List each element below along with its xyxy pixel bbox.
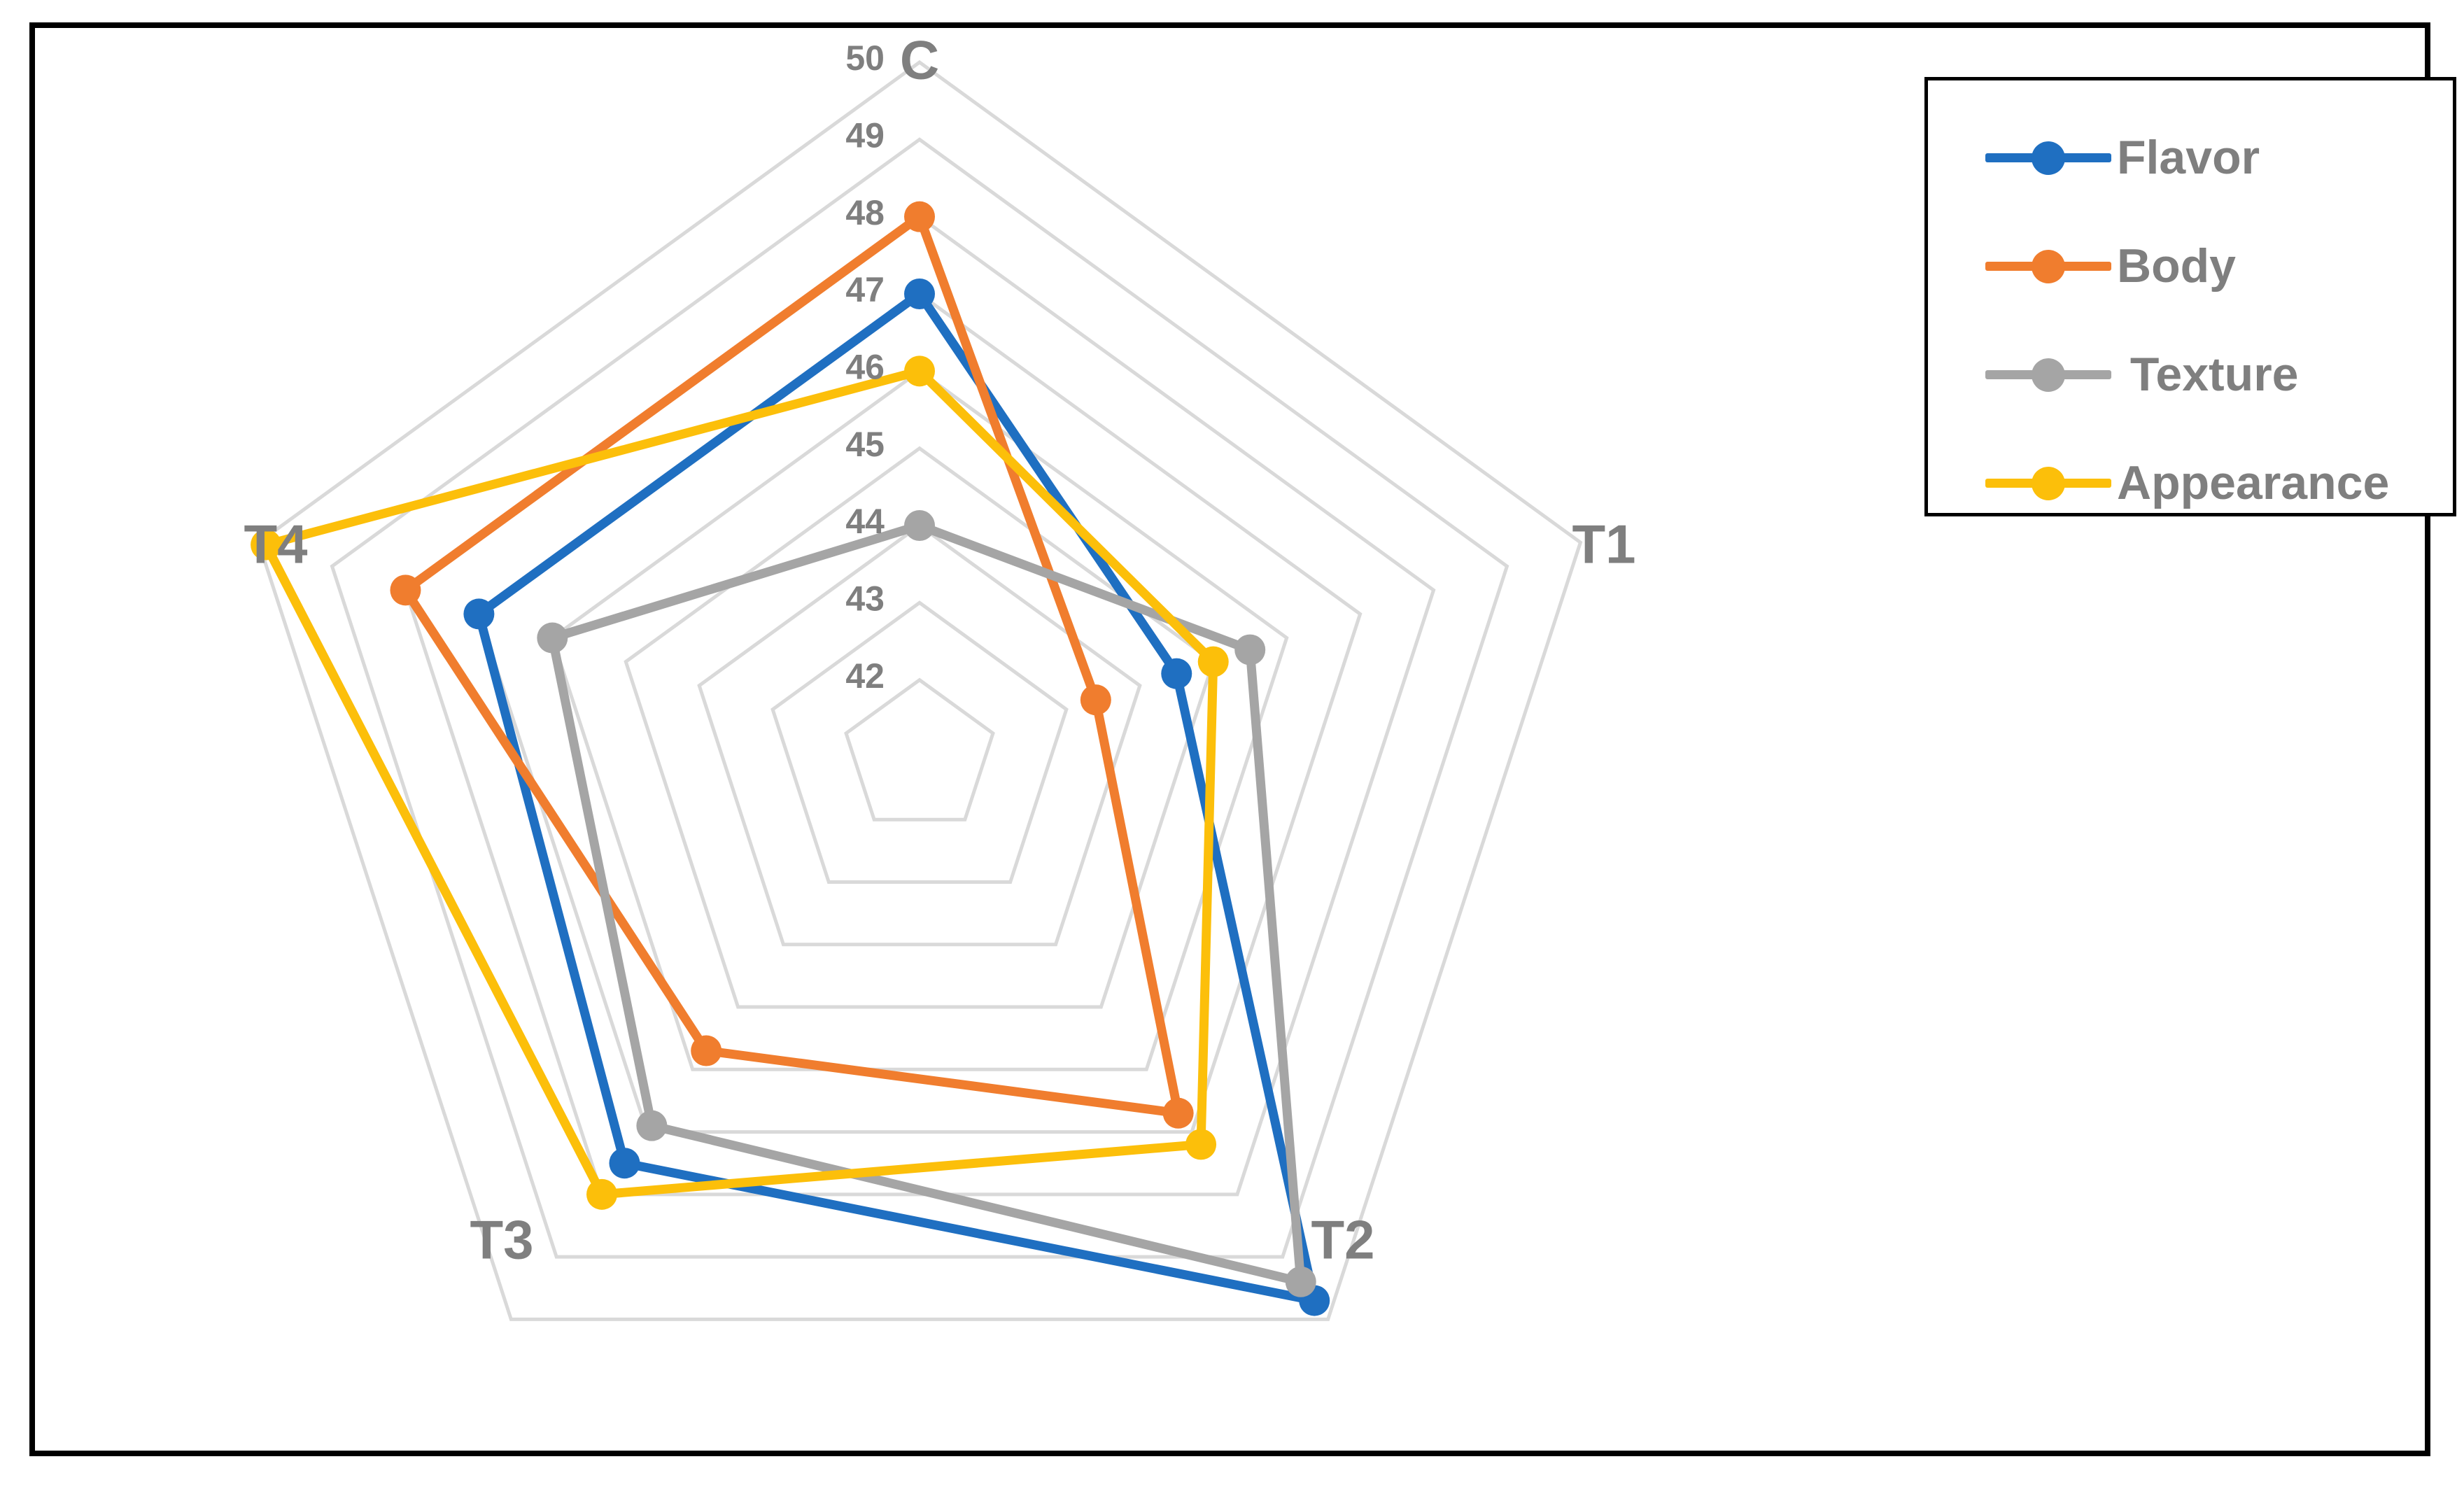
- tick-label-46: 46: [845, 348, 885, 387]
- legend-marker-texture: [2032, 358, 2065, 392]
- point-appearance-t4[interactable]: [251, 529, 282, 561]
- chart-frame: 42 43 44 45 46 47 48 49 50 C T1 T2 T3 T4 Flavor Body…: [29, 22, 2456, 1456]
- grid-ring-49: [330, 137, 1509, 1259]
- tick-label-44: 44: [845, 502, 885, 541]
- point-body-t2[interactable]: [1162, 1097, 1194, 1129]
- grid-ring-50: [256, 59, 1583, 1321]
- point-appearance-t1[interactable]: [1197, 646, 1229, 677]
- legend-label-flavor: Flavor: [2117, 131, 2260, 184]
- legend-marker-appearance: [2032, 467, 2065, 500]
- point-texture-t4[interactable]: [537, 622, 568, 654]
- tick-labels: 42 43 44 45 46 47 48 49 50: [845, 38, 885, 696]
- legend-label-texture: Texture: [2117, 348, 2299, 401]
- category-labels: C T1 T2 T3 T4: [244, 29, 1635, 1271]
- legend-label-body: Body: [2117, 239, 2236, 293]
- radar-grid: [256, 59, 1583, 1321]
- point-body-t4[interactable]: [390, 575, 421, 606]
- point-body-t1[interactable]: [1080, 684, 1111, 716]
- point-texture-t3[interactable]: [636, 1110, 668, 1141]
- series-layer: [251, 201, 1330, 1316]
- radar-chart: 42 43 44 45 46 47 48 49 50 C T1 T2 T3 T4: [244, 29, 1636, 1321]
- series-line-body: [400, 212, 1183, 1118]
- point-body-c[interactable]: [904, 201, 935, 232]
- point-appearance-c[interactable]: [904, 355, 935, 387]
- legend-item-appearance[interactable]: Appearance: [1928, 448, 2453, 518]
- category-label-t2: T2: [1311, 1209, 1374, 1271]
- point-appearance-t2[interactable]: [1185, 1129, 1217, 1160]
- legend: Flavor Body Texture Appearance: [1924, 77, 2456, 516]
- point-flavor-c[interactable]: [904, 279, 935, 309]
- point-texture-t2[interactable]: [1285, 1266, 1316, 1297]
- point-flavor-t4[interactable]: [463, 598, 495, 630]
- legend-item-texture[interactable]: Texture: [1928, 339, 2453, 409]
- legend-label-appearance: Appearance: [2117, 456, 2390, 509]
- point-appearance-t3[interactable]: [586, 1178, 618, 1210]
- tick-label-50: 50: [845, 38, 885, 78]
- tick-label-49: 49: [845, 116, 885, 155]
- grid-ring-42: [844, 677, 995, 822]
- tick-label-43: 43: [845, 579, 885, 619]
- grid-ring-44: [697, 523, 1142, 947]
- series-line-appearance: [261, 366, 1218, 1199]
- tick-label-42: 42: [845, 656, 885, 696]
- series-line-texture: [547, 521, 1306, 1287]
- legend-marker-flavor: [2032, 141, 2065, 175]
- legend-item-flavor[interactable]: Flavor: [1928, 122, 2453, 192]
- tick-label-47: 47: [845, 270, 885, 309]
- tick-label-48: 48: [845, 193, 885, 232]
- legend-item-body[interactable]: Body: [1928, 231, 2453, 301]
- point-flavor-t1[interactable]: [1161, 658, 1192, 689]
- point-texture-t1[interactable]: [1234, 634, 1266, 665]
- point-texture-c[interactable]: [904, 510, 935, 541]
- grid-ring-43: [770, 600, 1069, 885]
- category-label-t1: T1: [1572, 514, 1635, 575]
- point-flavor-t3[interactable]: [609, 1148, 640, 1179]
- tick-label-45: 45: [845, 425, 885, 464]
- point-body-t3[interactable]: [691, 1035, 722, 1066]
- category-label-t4: T4: [244, 514, 307, 575]
- category-label-t3: T3: [470, 1209, 533, 1271]
- grid-ring-45: [624, 446, 1216, 1009]
- category-label-c: C: [900, 29, 939, 91]
- legend-marker-body: [2032, 250, 2065, 283]
- grid-ring-46: [550, 369, 1289, 1071]
